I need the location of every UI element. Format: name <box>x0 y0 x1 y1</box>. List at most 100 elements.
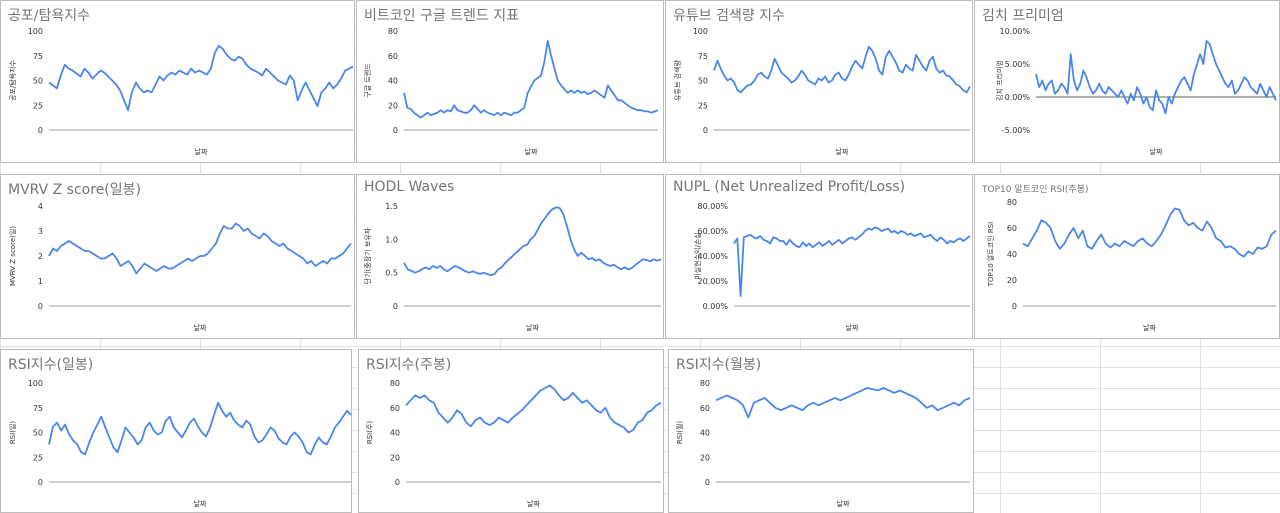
y-tick-label: 25 <box>33 453 43 462</box>
chart-svg: 0 20 40 60 80 날짜 TOP10 알트코인 RSI <box>986 198 1277 332</box>
y-tick-label: 20 <box>700 453 710 462</box>
y-tick-label: 80 <box>388 27 398 36</box>
chart-title: 유튜브 검색량 지수 <box>673 8 785 24</box>
chart-svg: 0 0.5 1.0 1.5 날짜 단기(중장기 보유자 <box>363 202 662 332</box>
chart-panel-7[interactable]: NUPL (Net Unrealized Profit/Loss) 0.00% 20… <box>665 174 973 339</box>
y-tick-label: 20 <box>1007 276 1017 285</box>
chart-title: RSI지수(일봉) <box>8 357 94 373</box>
y-tick-label: 20 <box>390 453 400 462</box>
chart-panel-4[interactable]: 김치 프리미엄 -5.00% 0.00% 5.00% 10.00% 날짜 김치 프리미엄 <box>974 0 1280 163</box>
y-tick-label: 0 <box>705 478 710 487</box>
y-tick-label: 50 <box>698 77 708 86</box>
y-tick-label: 80 <box>390 379 400 388</box>
y-tick-label: 0 <box>393 126 398 135</box>
y-tick-label: 20 <box>388 101 398 110</box>
y-axis-label: 공포/탐욕지수 <box>8 59 17 101</box>
x-axis-label: 날짜 <box>836 147 849 156</box>
y-tick-label: 60 <box>1007 224 1017 233</box>
chart-panel-10[interactable]: RSI지수(주봉) 0 20 40 60 80 날짜 RSI(주) <box>358 349 664 513</box>
y-axis-label: 단기(중장기 보유자 <box>363 227 372 284</box>
y-axis-label: 김치 프리미엄 <box>995 60 1004 101</box>
y-tick-label: 40.00% <box>697 252 728 261</box>
y-tick-label: 100 <box>28 27 43 36</box>
y-tick-label: 40 <box>388 77 398 86</box>
y-tick-label: 80 <box>700 379 710 388</box>
chart-panel-1[interactable]: 공포/탐욕지수 0 25 50 75 100 날짜 공포/탐욕지수 <box>0 0 355 163</box>
y-tick-label: 50 <box>33 429 43 438</box>
y-tick-label: 0 <box>38 126 43 135</box>
x-axis-label: 날짜 <box>194 499 207 508</box>
chart-svg: 0 25 50 75 100 날짜 RSI(일) <box>8 379 351 508</box>
series-line <box>733 226 971 297</box>
y-tick-label: 0.5 <box>385 269 398 278</box>
y-axis-label: MVRV Z score(일) <box>8 226 17 286</box>
y-tick-label: 2 <box>38 252 43 261</box>
y-axis-label: RSI(월) <box>675 421 684 445</box>
y-tick-label: 10.00% <box>999 27 1030 36</box>
chart-panel-5[interactable]: MVRV Z score(일봉) 0 1 2 3 4 날짜 MVRV Z score(일) <box>0 174 355 339</box>
series-line <box>713 45 971 94</box>
chart-title: HODL Waves <box>364 179 455 195</box>
series-line <box>405 384 662 434</box>
chart-svg: 0.00% 20.00% 40.00% 60.00% 80.00% 날짜 미실현수익/손실 <box>693 202 971 332</box>
y-tick-label: 0 <box>38 478 43 487</box>
chart-title: TOP10 알트코인 RSI(주봉) <box>982 185 1089 195</box>
y-tick-label: 1.5 <box>385 202 398 211</box>
y-tick-label: 1.0 <box>385 235 398 244</box>
y-tick-label: 1 <box>38 277 43 286</box>
series-line <box>1022 207 1277 258</box>
chart-title: 공포/탐욕지수 <box>8 8 90 24</box>
chart-title: MVRV Z score(일봉) <box>8 182 141 198</box>
x-axis-label: 날짜 <box>846 323 859 332</box>
chart-panel-8[interactable]: TOP10 알트코인 RSI(주봉) 0 20 40 60 80 날짜 TOP10 알트코인 … <box>974 174 1280 339</box>
chart-svg: 0 20 40 60 80 날짜 구글 트렌드 <box>363 27 659 156</box>
chart-svg: -5.00% 0.00% 5.00% 10.00% 날짜 김치 프리미엄 <box>995 27 1277 156</box>
y-tick-label: 40 <box>700 429 710 438</box>
y-tick-label: 0.00% <box>703 302 729 311</box>
y-tick-label: 60 <box>390 404 400 413</box>
y-axis-label: TOP10 알트코인 RSI <box>986 222 995 288</box>
y-tick-label: 0 <box>395 478 400 487</box>
y-tick-label: 50 <box>33 77 43 86</box>
y-tick-label: 5.00% <box>1005 60 1031 69</box>
y-tick-label: -5.00% <box>1002 126 1031 135</box>
y-tick-label: 80.00% <box>697 202 728 211</box>
chart-panel-2[interactable]: 비트코인 구글 트렌드 지표 0 20 40 60 80 날짜 구글 트렌드 <box>356 0 664 163</box>
x-axis-label: 날짜 <box>195 147 208 156</box>
y-tick-label: 60.00% <box>697 227 728 236</box>
chart-svg: 0 25 50 75 100 날짜 공포/탐욕지수 <box>8 27 354 156</box>
x-axis-label: 날짜 <box>1143 323 1156 332</box>
chart-panel-6[interactable]: HODL Waves 0 0.5 1.0 1.5 날짜 단기(중장기 보유자 <box>356 174 664 339</box>
y-tick-label: 4 <box>38 202 43 211</box>
y-tick-label: 75 <box>33 52 43 61</box>
y-axis-label: 유튜브 검색량 <box>673 60 682 101</box>
chart-panel-3[interactable]: 유튜브 검색량 지수 0 25 50 75 100 날짜 유튜브 검색량 <box>665 0 973 163</box>
series-line <box>48 45 354 112</box>
y-axis-label: 미실현수익/손실 <box>693 232 702 279</box>
series-line <box>403 40 659 119</box>
chart-svg: 0 20 40 60 80 날짜 RSI(월) <box>675 379 971 508</box>
y-tick-label: 75 <box>698 52 708 61</box>
y-tick-label: 80 <box>1007 198 1017 207</box>
y-tick-label: 40 <box>390 429 400 438</box>
y-tick-label: 0 <box>703 126 708 135</box>
series-line <box>715 387 971 419</box>
series-line <box>48 401 351 456</box>
chart-title: 비트코인 구글 트렌드 지표 <box>364 8 520 24</box>
y-tick-label: 100 <box>28 379 43 388</box>
y-tick-label: 20.00% <box>697 277 728 286</box>
x-axis-label: 날짜 <box>527 499 540 508</box>
x-axis-label: 날짜 <box>194 323 207 332</box>
y-tick-label: 100 <box>693 27 708 36</box>
y-axis-label: RSI(일) <box>8 421 17 445</box>
x-axis-label: 날짜 <box>525 147 538 156</box>
chart-panel-11[interactable]: RSI지수(월봉) 0 20 40 60 80 날짜 RSI(월) <box>668 349 974 513</box>
y-tick-label: 0 <box>38 302 43 311</box>
x-axis-label: 날짜 <box>837 499 850 508</box>
chart-panel-9[interactable]: RSI지수(일봉) 0 25 50 75 100 날짜 RSI(일) <box>0 349 352 513</box>
chart-title: 김치 프리미엄 <box>982 8 1064 24</box>
y-tick-label: 75 <box>33 404 43 413</box>
y-tick-label: 60 <box>388 52 398 61</box>
y-tick-label: 25 <box>33 101 43 110</box>
series-line <box>403 206 662 277</box>
